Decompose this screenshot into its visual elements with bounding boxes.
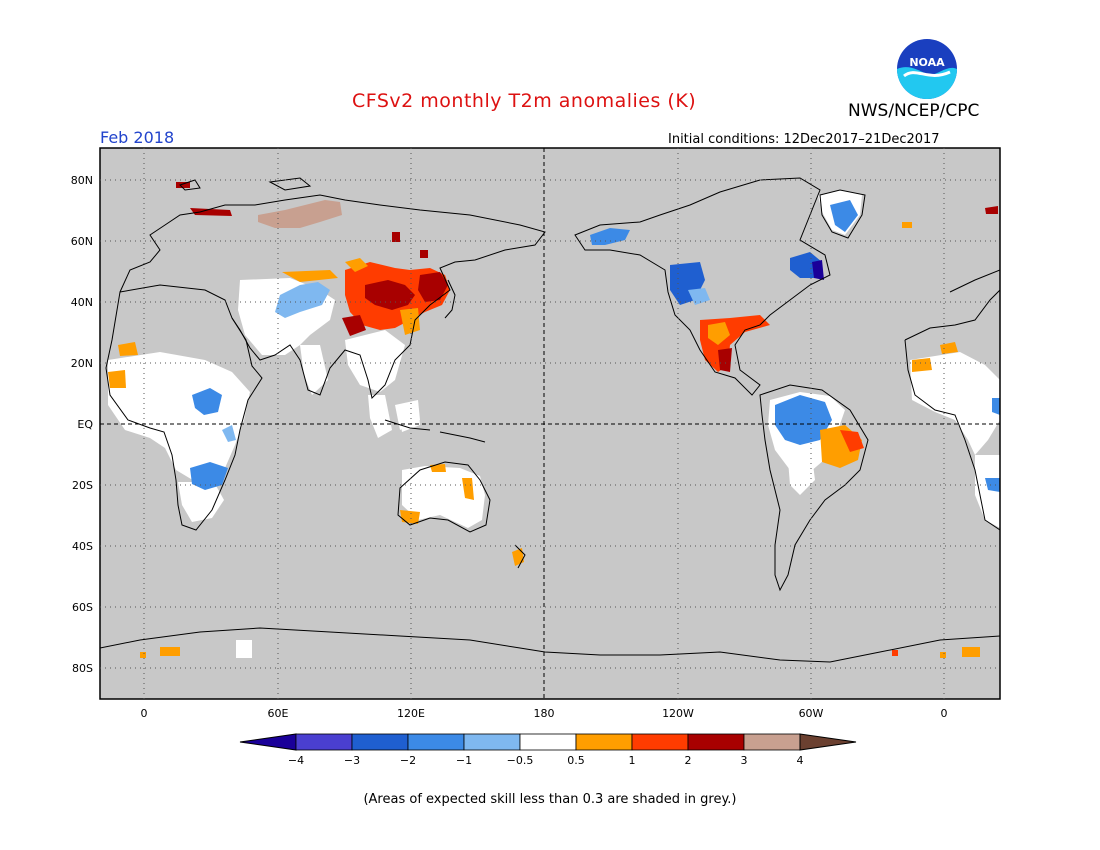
equator-dateline [100,148,1000,699]
legend-label: −4 [288,754,304,767]
latitude-labels: 80N 60N 40N 20N EQ 20S 40S 60S 80S [71,174,94,675]
lat-label: 20S [72,479,93,492]
lon-label: 0 [941,707,948,720]
legend-arrow-low [239,733,297,751]
initial-conditions: Initial conditions: 12Dec2017–21Dec2017 [668,132,940,147]
lon-label: 120E [397,707,425,720]
legend-labels: −4 −3 −2 −1 −0.5 0.5 1 2 3 4 [288,754,804,767]
lat-label: 40N [71,296,93,309]
anomaly-fields [108,182,1000,658]
lat-label: 80N [71,174,93,187]
lon-label: 60W [799,707,824,720]
lat-label: 20N [71,357,93,370]
lon-label: 120W [662,707,694,720]
longitude-labels: 0 60E 120E 180 120W 60W 0 [141,707,948,720]
legend-swatch [519,733,577,751]
lat-label: 60N [71,235,93,248]
legend-swatch [575,733,633,751]
lat-label: 80S [72,662,93,675]
legend-label: 2 [685,754,692,767]
legend-label: 3 [741,754,748,767]
map-title: CFSv2 monthly T2m anomalies (K) [352,90,697,112]
agency-label: NWS/NCEP/CPC [848,101,980,121]
legend-swatch [463,733,521,751]
lat-label: 40S [72,540,93,553]
skill-note: (Areas of expected skill less than 0.3 a… [363,792,737,807]
lon-label: 60E [268,707,289,720]
svg-text:NOAA: NOAA [909,56,945,69]
legend-label: 1 [629,754,636,767]
lat-label: 60S [72,601,93,614]
lat-label: EQ [77,418,93,431]
legend-swatch [351,733,409,751]
legend-label: −3 [344,754,360,767]
legend-label: −1 [456,754,472,767]
legend-swatch [295,733,353,751]
legend-swatch [407,733,465,751]
legend-label: 0.5 [567,754,585,767]
valid-month: Feb 2018 [100,128,175,147]
legend-swatch [743,733,801,751]
lon-label: 180 [534,707,555,720]
legend-swatch [687,733,745,751]
legend-swatch [631,733,689,751]
legend-label: 4 [797,754,804,767]
color-legend [239,733,857,751]
coastlines [100,177,1000,663]
legend-label: −2 [400,754,416,767]
legend-arrow-high [799,733,857,751]
legend-label: −0.5 [507,754,534,767]
lon-label: 0 [141,707,148,720]
noaa-logo: NOAA [897,39,957,99]
